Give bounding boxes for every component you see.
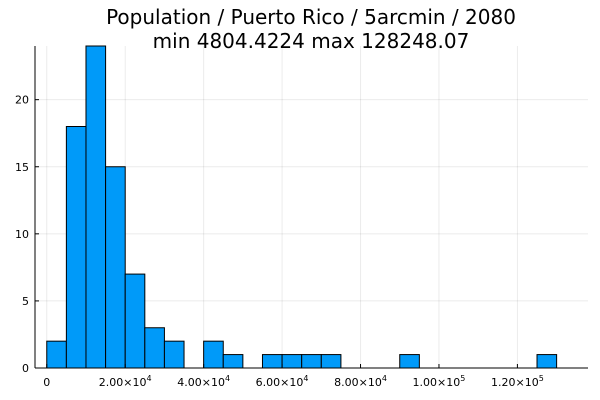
x-tick-label: 0 [43, 376, 50, 389]
y-tick-label: 10 [15, 228, 29, 241]
y-tick-label: 0 [22, 362, 29, 375]
histogram-bar [124, 273, 146, 369]
chart-title-line-2: min 4804.4224 max 128248.07 [153, 29, 470, 53]
histogram-bar [163, 340, 185, 369]
histogram-bar [85, 45, 107, 369]
histogram-bar [536, 354, 558, 369]
histogram-bar [65, 126, 87, 369]
histogram-bar [320, 354, 342, 369]
tick-labels: 0 2.00×104 4.00×104 6.00×104 8.00×104 1.00×10… [15, 94, 544, 389]
y-tick-label: 15 [15, 161, 29, 174]
histogram-bar [261, 354, 283, 369]
x-tick-label: 1.00×105 [413, 374, 466, 389]
chart-title-line-1: Population / Puerto Rico / 5arcmin / 208… [106, 5, 516, 29]
histogram-bar [144, 327, 165, 369]
y-tick-label: 5 [22, 295, 29, 308]
histogram-bar [399, 354, 420, 369]
x-tick-label: 6.00×104 [256, 374, 309, 389]
histogram-bar [105, 166, 126, 369]
axes [34, 46, 588, 369]
histogram-bar [222, 354, 244, 369]
x-tick-label: 8.00×104 [334, 374, 387, 389]
histogram-bar [46, 340, 67, 369]
histogram-bar [281, 354, 303, 369]
histogram-bar [301, 354, 322, 369]
gridlines [35, 46, 588, 369]
x-tick-label: 2.00×104 [99, 374, 152, 389]
bars [46, 45, 558, 369]
x-tick-label: 4.00×104 [177, 374, 230, 389]
x-tick-label: 1.20×105 [491, 374, 544, 389]
y-tick-label: 20 [15, 94, 29, 107]
histogram-bar [203, 340, 224, 369]
